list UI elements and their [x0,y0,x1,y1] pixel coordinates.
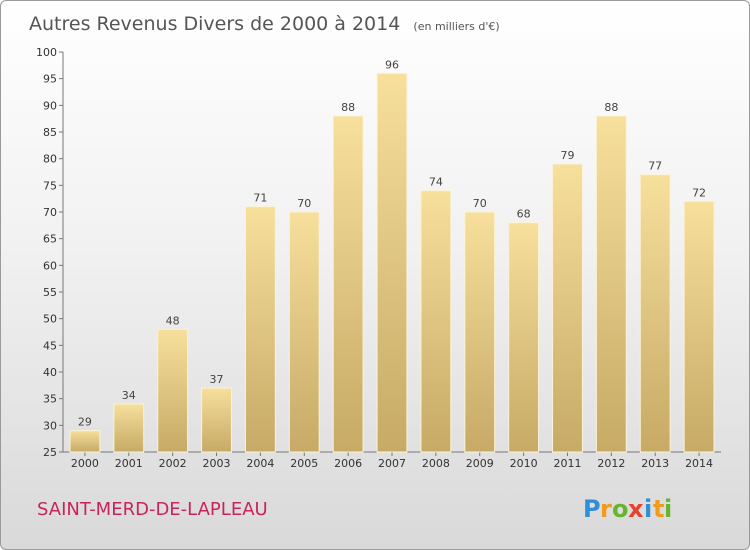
y-tick-label: 75 [43,179,57,192]
y-tick-label: 45 [43,339,57,352]
logo-letter-6: i [664,495,672,523]
bar-2012 [595,115,627,453]
y-tick-label: 95 [43,73,57,86]
y-tick-label: 80 [43,153,57,166]
logo-letter-4: i [644,495,652,523]
data-label-2002: 48 [166,314,180,327]
logo-letter-2: o [612,495,629,523]
bar-2003 [201,387,232,453]
bars [69,72,715,453]
y-tick-label: 40 [43,366,57,379]
bar-2009 [464,211,496,453]
bar-2004 [244,206,276,453]
y-tick-label: 90 [43,99,57,112]
logo-letter-1: r [600,495,612,523]
x-tick-label-2011: 2011 [553,457,581,470]
bar-2006 [332,115,364,453]
logo-letter-0: P [583,495,601,523]
y-tick-label: 50 [43,313,57,326]
x-tick-label-2007: 2007 [378,457,406,470]
data-label-2011: 79 [560,149,574,162]
bar-2010 [508,222,540,453]
y-tick-label: 60 [43,259,57,272]
x-tick-label-2010: 2010 [510,457,538,470]
y-tick-label: 35 [43,393,57,406]
data-label-2014: 72 [692,186,706,199]
y-tick-label: 25 [43,446,57,459]
y-tick-label: 65 [43,233,57,246]
x-tick-label-2003: 2003 [203,457,231,470]
x-tick-label-2008: 2008 [422,457,450,470]
data-label-2005: 70 [297,197,311,210]
y-tick-label: 30 [43,419,57,432]
y-tick-label: 70 [43,206,57,219]
y-tick-label: 100 [36,46,57,59]
bar-2002 [157,328,189,453]
x-tick-label-2009: 2009 [466,457,494,470]
logo-letter-3: x [628,495,644,523]
bar-2014 [683,200,715,453]
y-tick-label: 55 [43,286,57,299]
commune-name: SAINT-MERD-DE-LAPLEAU [37,499,268,520]
data-label-2007: 96 [385,58,399,71]
bar-2005 [288,211,320,453]
data-label-2010: 68 [517,208,531,221]
data-label-2013: 77 [648,160,662,173]
bar-2008 [420,190,452,453]
data-label-2000: 29 [78,416,92,429]
data-label-2003: 37 [210,373,224,386]
bar-2001 [113,403,145,453]
bar-2000 [69,430,101,453]
data-label-2009: 70 [473,197,487,210]
x-tick-label-2006: 2006 [334,457,362,470]
x-tick-label-2012: 2012 [597,457,625,470]
logo-letter-5: t [653,495,664,523]
axes: 25 30 35 40 45 50 55 60 65 70 75 80 85 90 95 100 2000 200… [36,46,721,470]
bar-2007 [376,72,408,453]
data-label-2012: 88 [604,101,618,114]
x-tick-label-2004: 2004 [246,457,274,470]
chart-title: Autres Revenus Divers de 2000 à 2014 (en… [29,13,500,35]
y-tick-label: 85 [43,126,57,139]
data-label-2004: 71 [253,192,267,205]
data-label-2008: 74 [429,176,443,189]
bar-2011 [552,163,583,453]
x-tick-label-2000: 2000 [71,457,99,470]
x-tick-label-2005: 2005 [290,457,318,470]
data-labels: 29 34 48 37 71 70 88 96 74 70 68 79 88 77 72 [78,58,706,428]
bar-2013 [639,174,671,453]
x-tick-label-2013: 2013 [641,457,669,470]
x-tick-label-2014: 2014 [685,457,713,470]
x-tick-label-2001: 2001 [115,457,143,470]
x-tick-label-2002: 2002 [159,457,187,470]
data-label-2006: 88 [341,101,355,114]
data-label-2001: 34 [122,389,136,402]
